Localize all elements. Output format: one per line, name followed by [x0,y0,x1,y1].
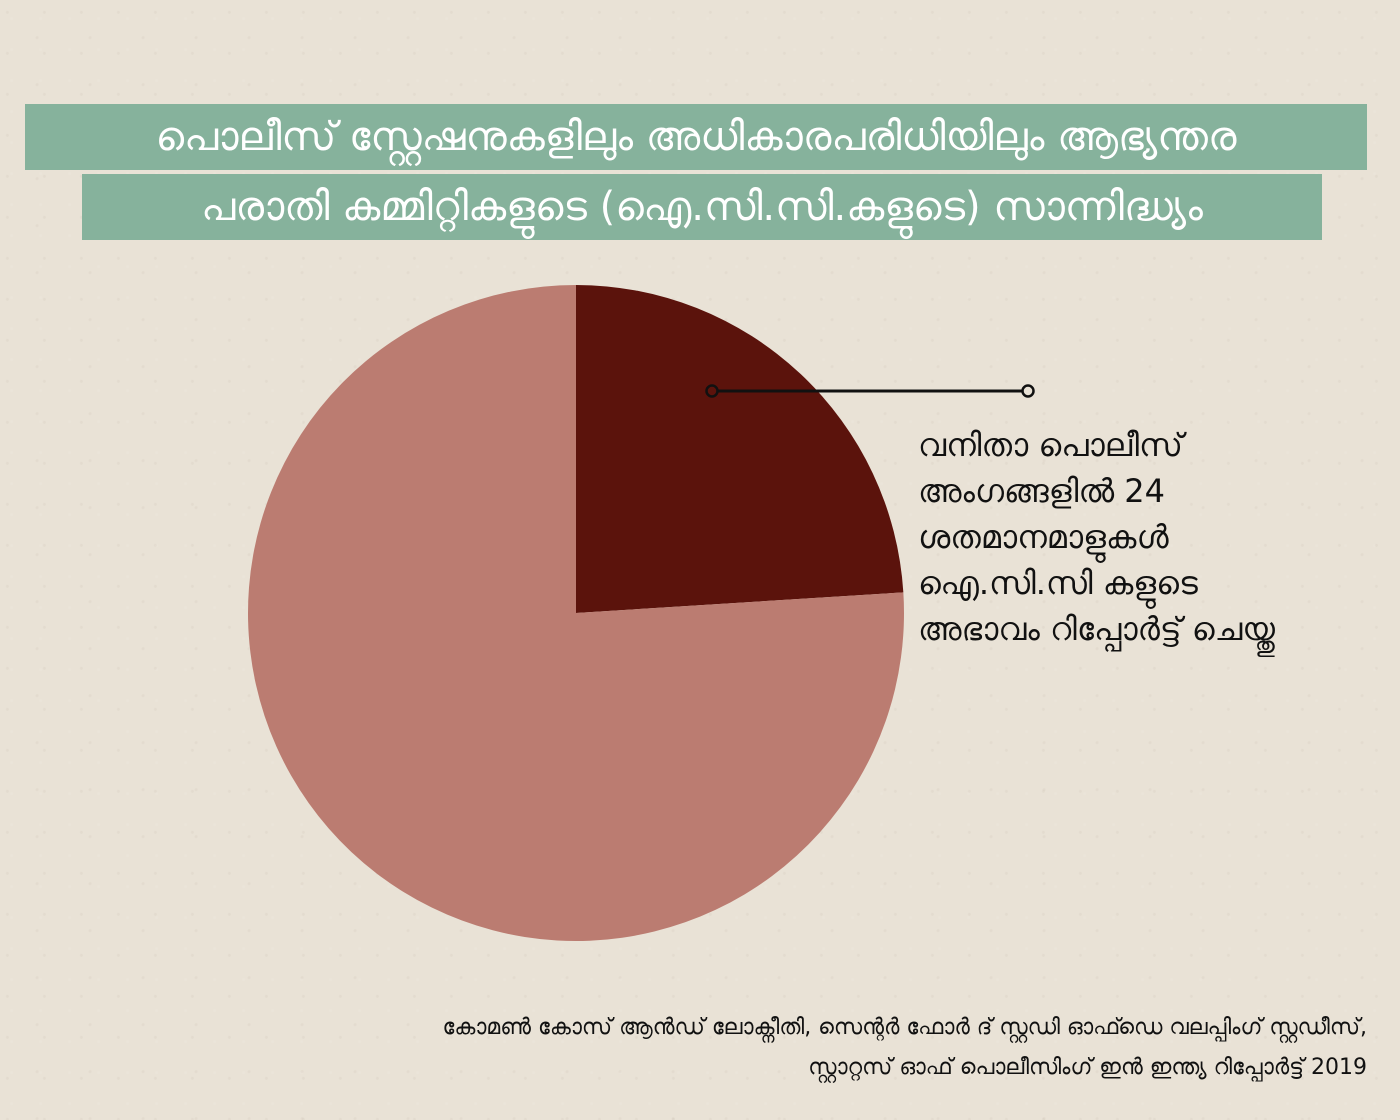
pie-slice-1 [576,285,904,613]
chart-title-line-1: പൊലീസ് സ്റ്റേഷനുകളിലും അധികാരപരിധിയിലും … [25,104,1367,170]
slice-annotation: വനിതാ പൊലീസ് അംഗങ്ങളിൽ 24 ശതമാനമാളുകൾ ഐ.… [918,422,1388,652]
chart-title-line-2: പരാതി കമ്മിറ്റികളുടെ (ഐ.സി.സി.കളുടെ) സാന… [82,174,1322,240]
annotation-leader-line [705,384,1035,398]
annotation-line-1: വനിതാ പൊലീസ് [918,426,1183,464]
annotation-line-2: അംഗങ്ങളിൽ 24 [918,472,1166,510]
annotation-line-5: അഭാവം റിപ്പോർട്ട് ചെയ്തു [918,610,1275,648]
source-line-1: കോമൺ കോസ് ആൻഡ് ലോക്നീതി, സെന്റർ ഫോർ ദ് സ… [442,1015,1367,1040]
pie-slices [247,285,905,941]
pie-slice-2 [247,285,905,941]
annotation-line-4: ഐ.സി.സി കളുടെ [918,564,1198,602]
leader-end-dot [1021,384,1035,398]
annotation-line-3: ശതമാനമാളുകൾ [918,518,1169,556]
leader-start-dot [705,384,719,398]
source-credit: കോമൺ കോസ് ആൻഡ് ലോക്നീതി, സെന്റർ ഫോർ ദ് സ… [67,1008,1367,1088]
source-line-2: സ്റ്റാറ്റസ് ഓഫ് പൊലീസിംഗ് ഇൻ ഇന്ത്യ റിപ്… [808,1055,1367,1080]
